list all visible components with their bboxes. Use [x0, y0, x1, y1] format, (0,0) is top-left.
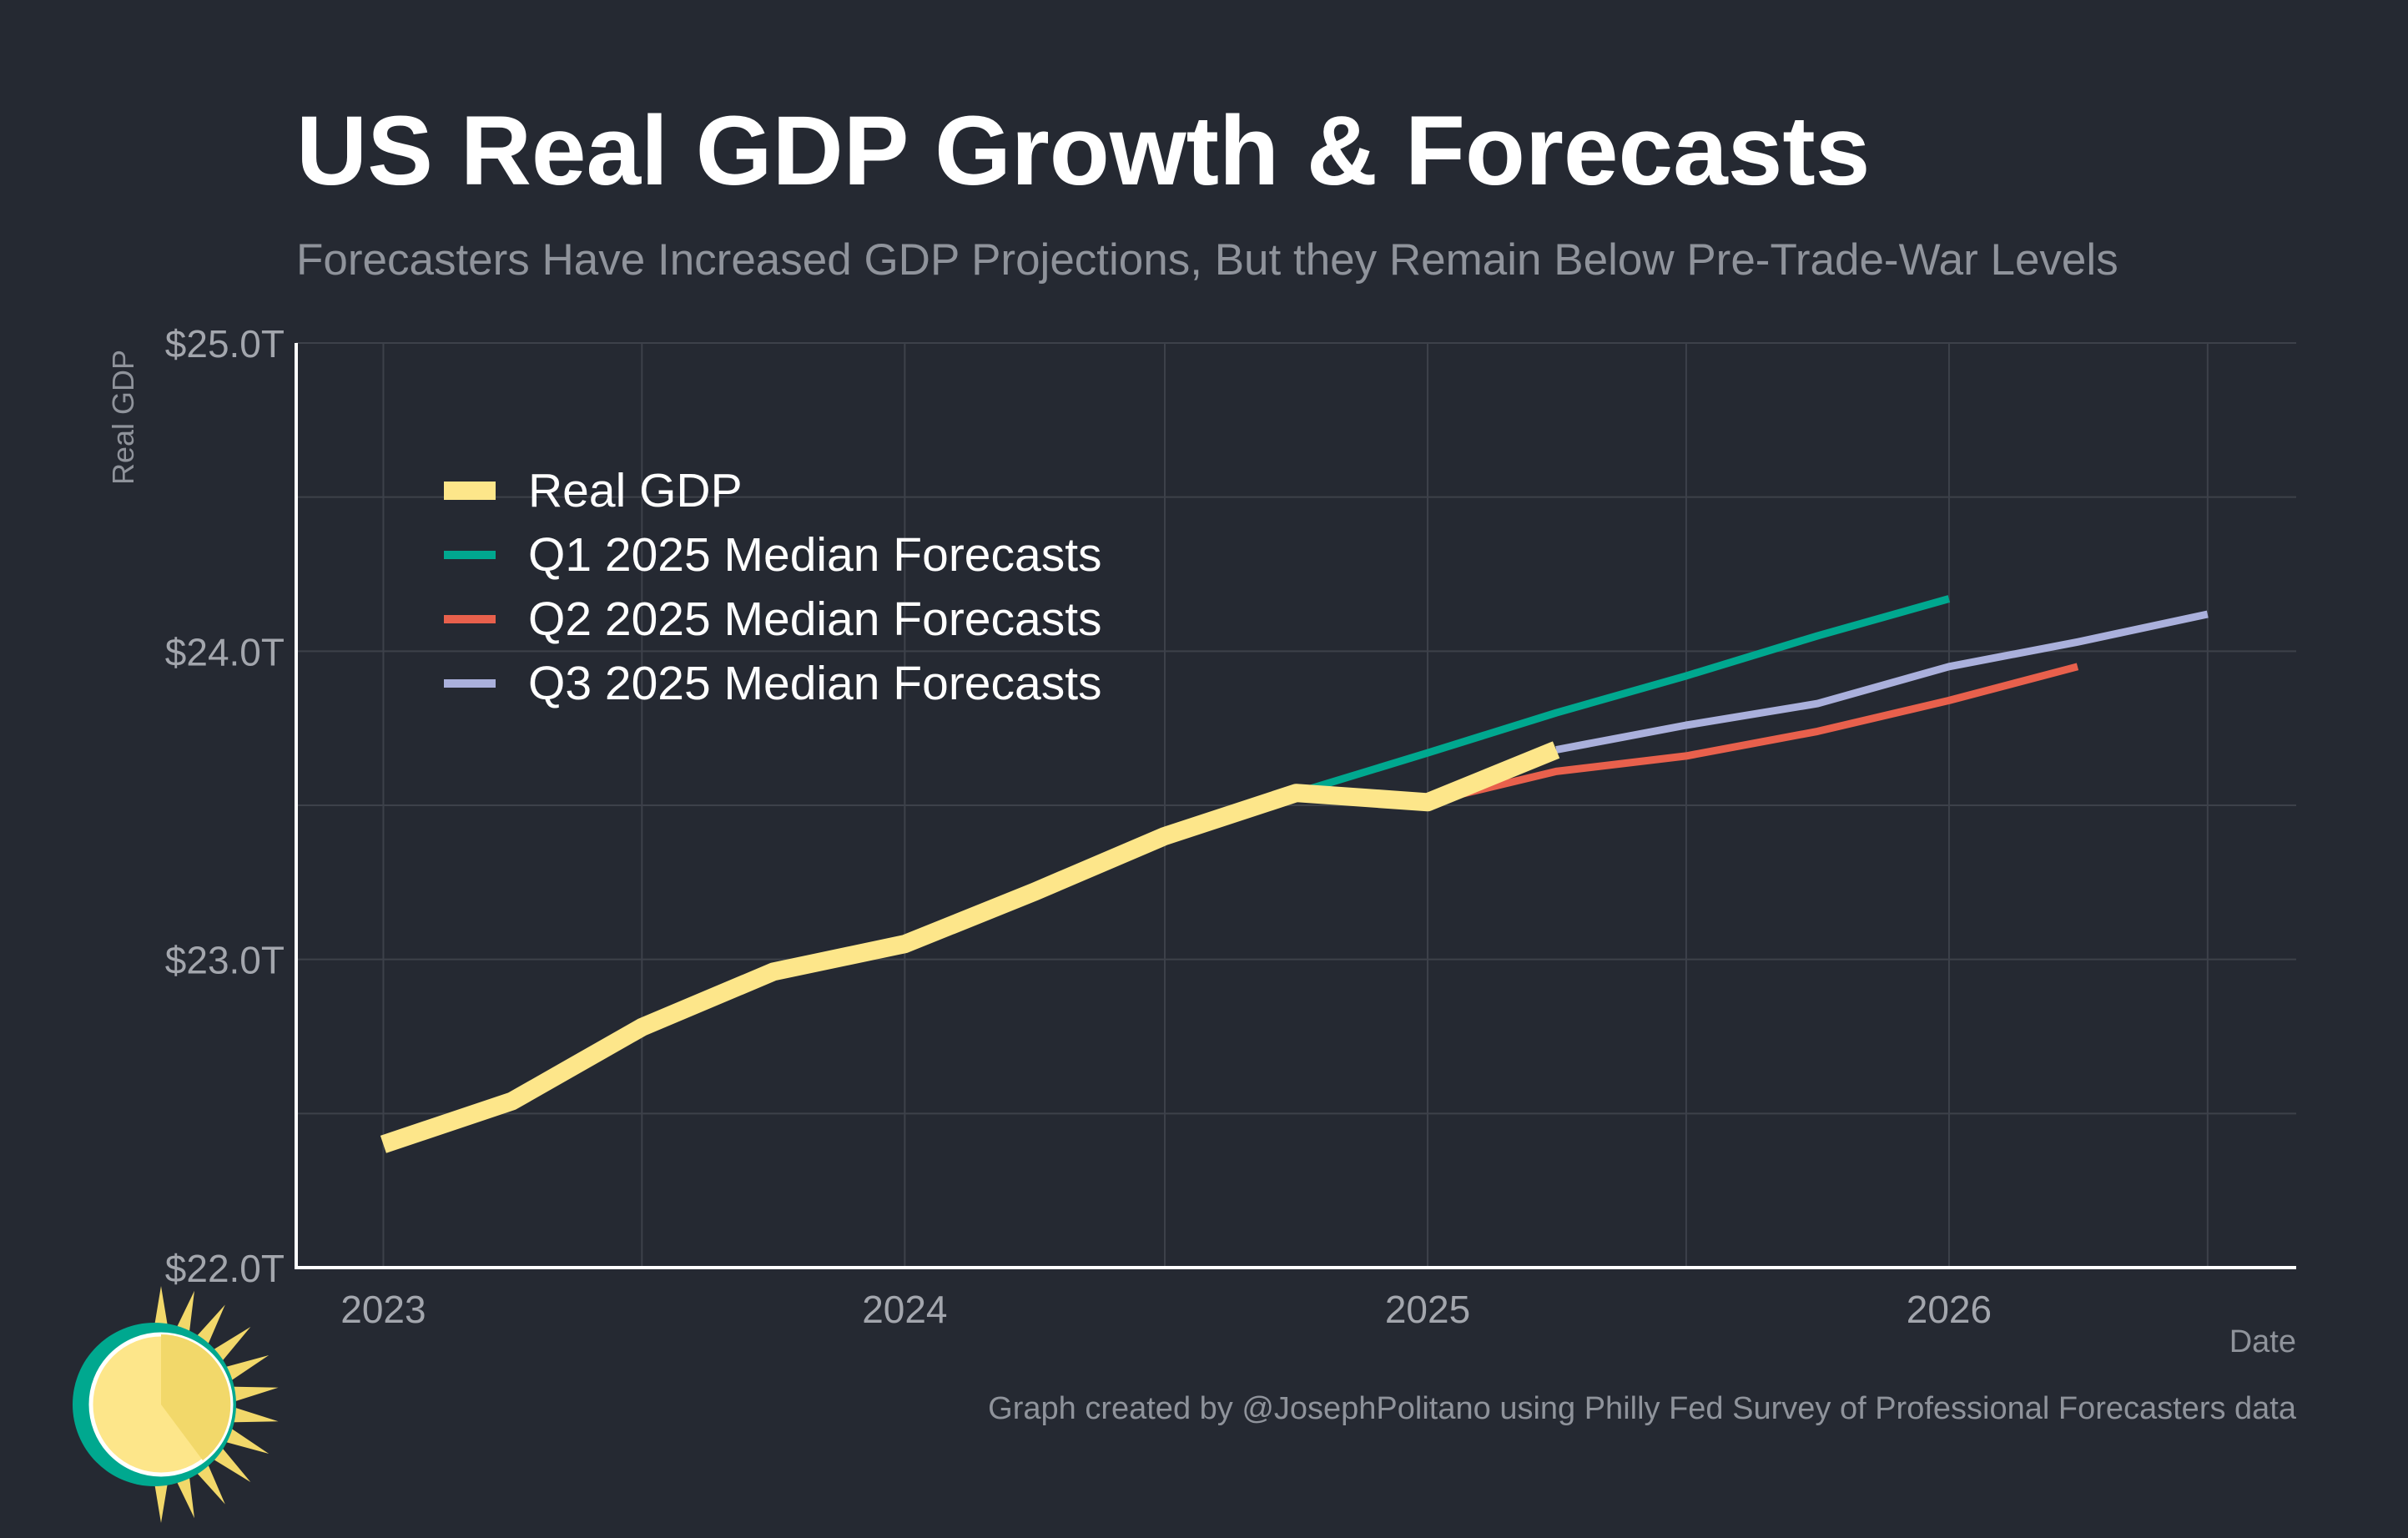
sun-ray	[225, 1405, 279, 1423]
chart-title: US Real GDP Growth & Forecasts	[296, 96, 1870, 206]
x-tick-label: 2024	[862, 1288, 947, 1331]
legend: Real GDP Q1 2025 Median Forecasts Q2 2025 …	[444, 464, 1102, 710]
series-line-q3-2025-median-forecasts	[1555, 610, 2209, 754]
x-axis-title: Date	[2229, 1324, 2296, 1359]
y-tick-label: $25.0T	[165, 322, 285, 366]
legend-label: Q3 2025 Median Forecasts	[528, 657, 1102, 710]
x-tick-label: 2023	[340, 1288, 426, 1331]
x-tick-label: 2026	[1907, 1288, 1992, 1331]
series-lines	[380, 595, 2209, 1153]
legend-label: Q1 2025 Median Forecasts	[528, 528, 1102, 582]
y-tick-label: $23.0T	[165, 939, 285, 982]
legend-label: Q2 2025 Median Forecasts	[528, 593, 1102, 646]
sun-icon	[73, 1286, 279, 1523]
y-tick-label: $24.0T	[165, 630, 285, 673]
chart-subtitle: Forecasters Have Increased GDP Projectio…	[296, 235, 2118, 285]
y-axis-title: Real GDP	[106, 350, 140, 485]
axes	[295, 343, 2296, 1269]
series-line-real-gdp	[380, 741, 1560, 1153]
series-line-q1-2025-median-forecasts	[1295, 595, 1951, 797]
sun-ray	[225, 1386, 279, 1404]
x-tick-label: 2025	[1385, 1288, 1470, 1331]
y-tick-label: $22.0T	[165, 1247, 285, 1290]
legend-label: Real GDP	[528, 464, 743, 517]
caption: Graph created by @JosephPolitano using P…	[988, 1391, 2297, 1426]
tick-labels: $22.0T $23.0T $24.0T $25.0T 2023 2024 2025 2026	[165, 322, 1992, 1331]
series-line-q2-2025-median-forecasts	[1426, 663, 2079, 806]
